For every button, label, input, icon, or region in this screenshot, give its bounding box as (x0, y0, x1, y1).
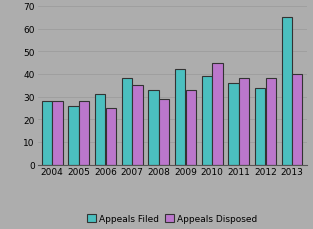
Bar (186, 90, 196, 165)
Bar (79, 102, 89, 165)
Bar (122, 79, 132, 165)
Bar (148, 90, 159, 165)
Bar (95, 95, 105, 165)
Bar (213, 63, 223, 165)
Bar (282, 18, 292, 165)
Bar (132, 86, 142, 165)
Legend: Appeals Filed, Appeals Disposed: Appeals Filed, Appeals Disposed (83, 211, 261, 227)
Bar (106, 109, 116, 165)
Bar (292, 75, 302, 165)
Bar (53, 102, 63, 165)
Bar (175, 70, 185, 165)
Bar (266, 79, 276, 165)
Bar (202, 77, 212, 165)
Bar (69, 106, 79, 165)
Bar (228, 84, 239, 165)
Bar (255, 88, 265, 165)
Bar (159, 99, 169, 165)
Bar (239, 79, 249, 165)
Bar (42, 102, 52, 165)
